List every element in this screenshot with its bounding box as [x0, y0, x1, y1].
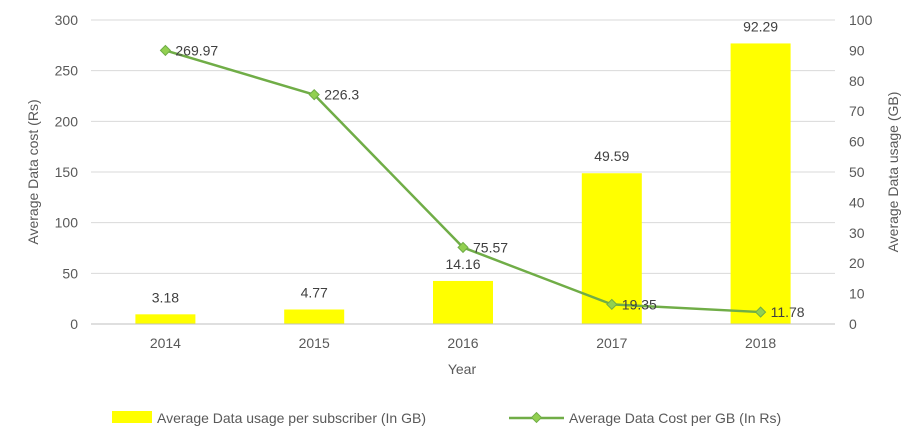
bar — [135, 314, 196, 324]
data-labels: 3.18 4.77 14.16 49.59 92.29 269.97 226.3 75.57 1… — [152, 18, 805, 320]
bar-series — [135, 43, 791, 324]
y-tick-right: 0 — [849, 316, 857, 332]
y-tick-left: 50 — [62, 265, 78, 281]
y-tick-left: 0 — [70, 316, 78, 332]
line-data-label: 19.35 — [622, 296, 657, 312]
legend-swatch-bar — [112, 411, 152, 423]
legend-swatch-marker — [530, 411, 543, 424]
y-axis-right-title: Average Data usage (GB) — [885, 92, 901, 253]
gridlines — [91, 19, 835, 325]
line-marker — [159, 44, 172, 57]
y-tick-left: 200 — [55, 113, 79, 129]
bar-data-label: 49.59 — [594, 148, 629, 164]
bar — [284, 309, 345, 324]
y-tick-right: 100 — [849, 12, 873, 28]
bar-data-label: 3.18 — [152, 289, 179, 305]
y-tick-right: 80 — [849, 73, 865, 89]
y-tick-right: 60 — [849, 134, 865, 150]
y-tick-right: 30 — [849, 225, 865, 241]
line-data-label: 75.57 — [473, 239, 508, 255]
y-tick-left: 250 — [55, 63, 79, 79]
x-tick: 2015 — [299, 335, 330, 351]
y-axis-left-title: Average Data cost (Rs) — [25, 99, 41, 244]
bar-data-label: 92.29 — [743, 18, 778, 34]
bar-data-label: 4.77 — [301, 284, 328, 300]
y-tick-right: 90 — [849, 42, 865, 58]
legend: Average Data usage per subscriber (In GB… — [112, 410, 781, 426]
line-marker — [606, 298, 618, 311]
line-marker — [754, 306, 767, 318]
line-path — [165, 49, 761, 314]
x-tick: 2016 — [447, 335, 478, 351]
bar — [730, 43, 791, 324]
line-marker — [457, 241, 469, 254]
x-tick: 2017 — [596, 335, 627, 351]
x-tick: 2014 — [150, 335, 181, 351]
x-tick: 2018 — [745, 335, 776, 351]
y-tick-right: 10 — [849, 286, 865, 302]
line-data-label: 11.78 — [771, 304, 805, 320]
bar — [433, 280, 493, 324]
legend-label-line: Average Data Cost per GB (In Rs) — [569, 410, 781, 426]
y-tick-right: 40 — [849, 194, 865, 210]
y-tick-right: 50 — [849, 164, 865, 180]
line-data-label: 269.97 — [175, 42, 218, 58]
line-data-label: 226.3 — [324, 87, 359, 103]
y-tick-left: 300 — [55, 12, 79, 28]
line-series — [159, 44, 767, 318]
y-tick-right: 70 — [849, 103, 865, 119]
bar-data-label: 14.16 — [445, 256, 480, 272]
axes: 0 50 100 150 200 250 300 0 10 20 30 40 50 60 70 80 90 100… — [55, 12, 873, 351]
y-tick-left: 150 — [55, 164, 79, 180]
y-tick-left: 100 — [55, 215, 79, 231]
legend-label-bar: Average Data usage per subscriber (In GB… — [157, 410, 426, 426]
y-tick-right: 20 — [849, 255, 865, 271]
x-axis-title: Year — [448, 361, 477, 377]
line-marker — [308, 89, 320, 101]
